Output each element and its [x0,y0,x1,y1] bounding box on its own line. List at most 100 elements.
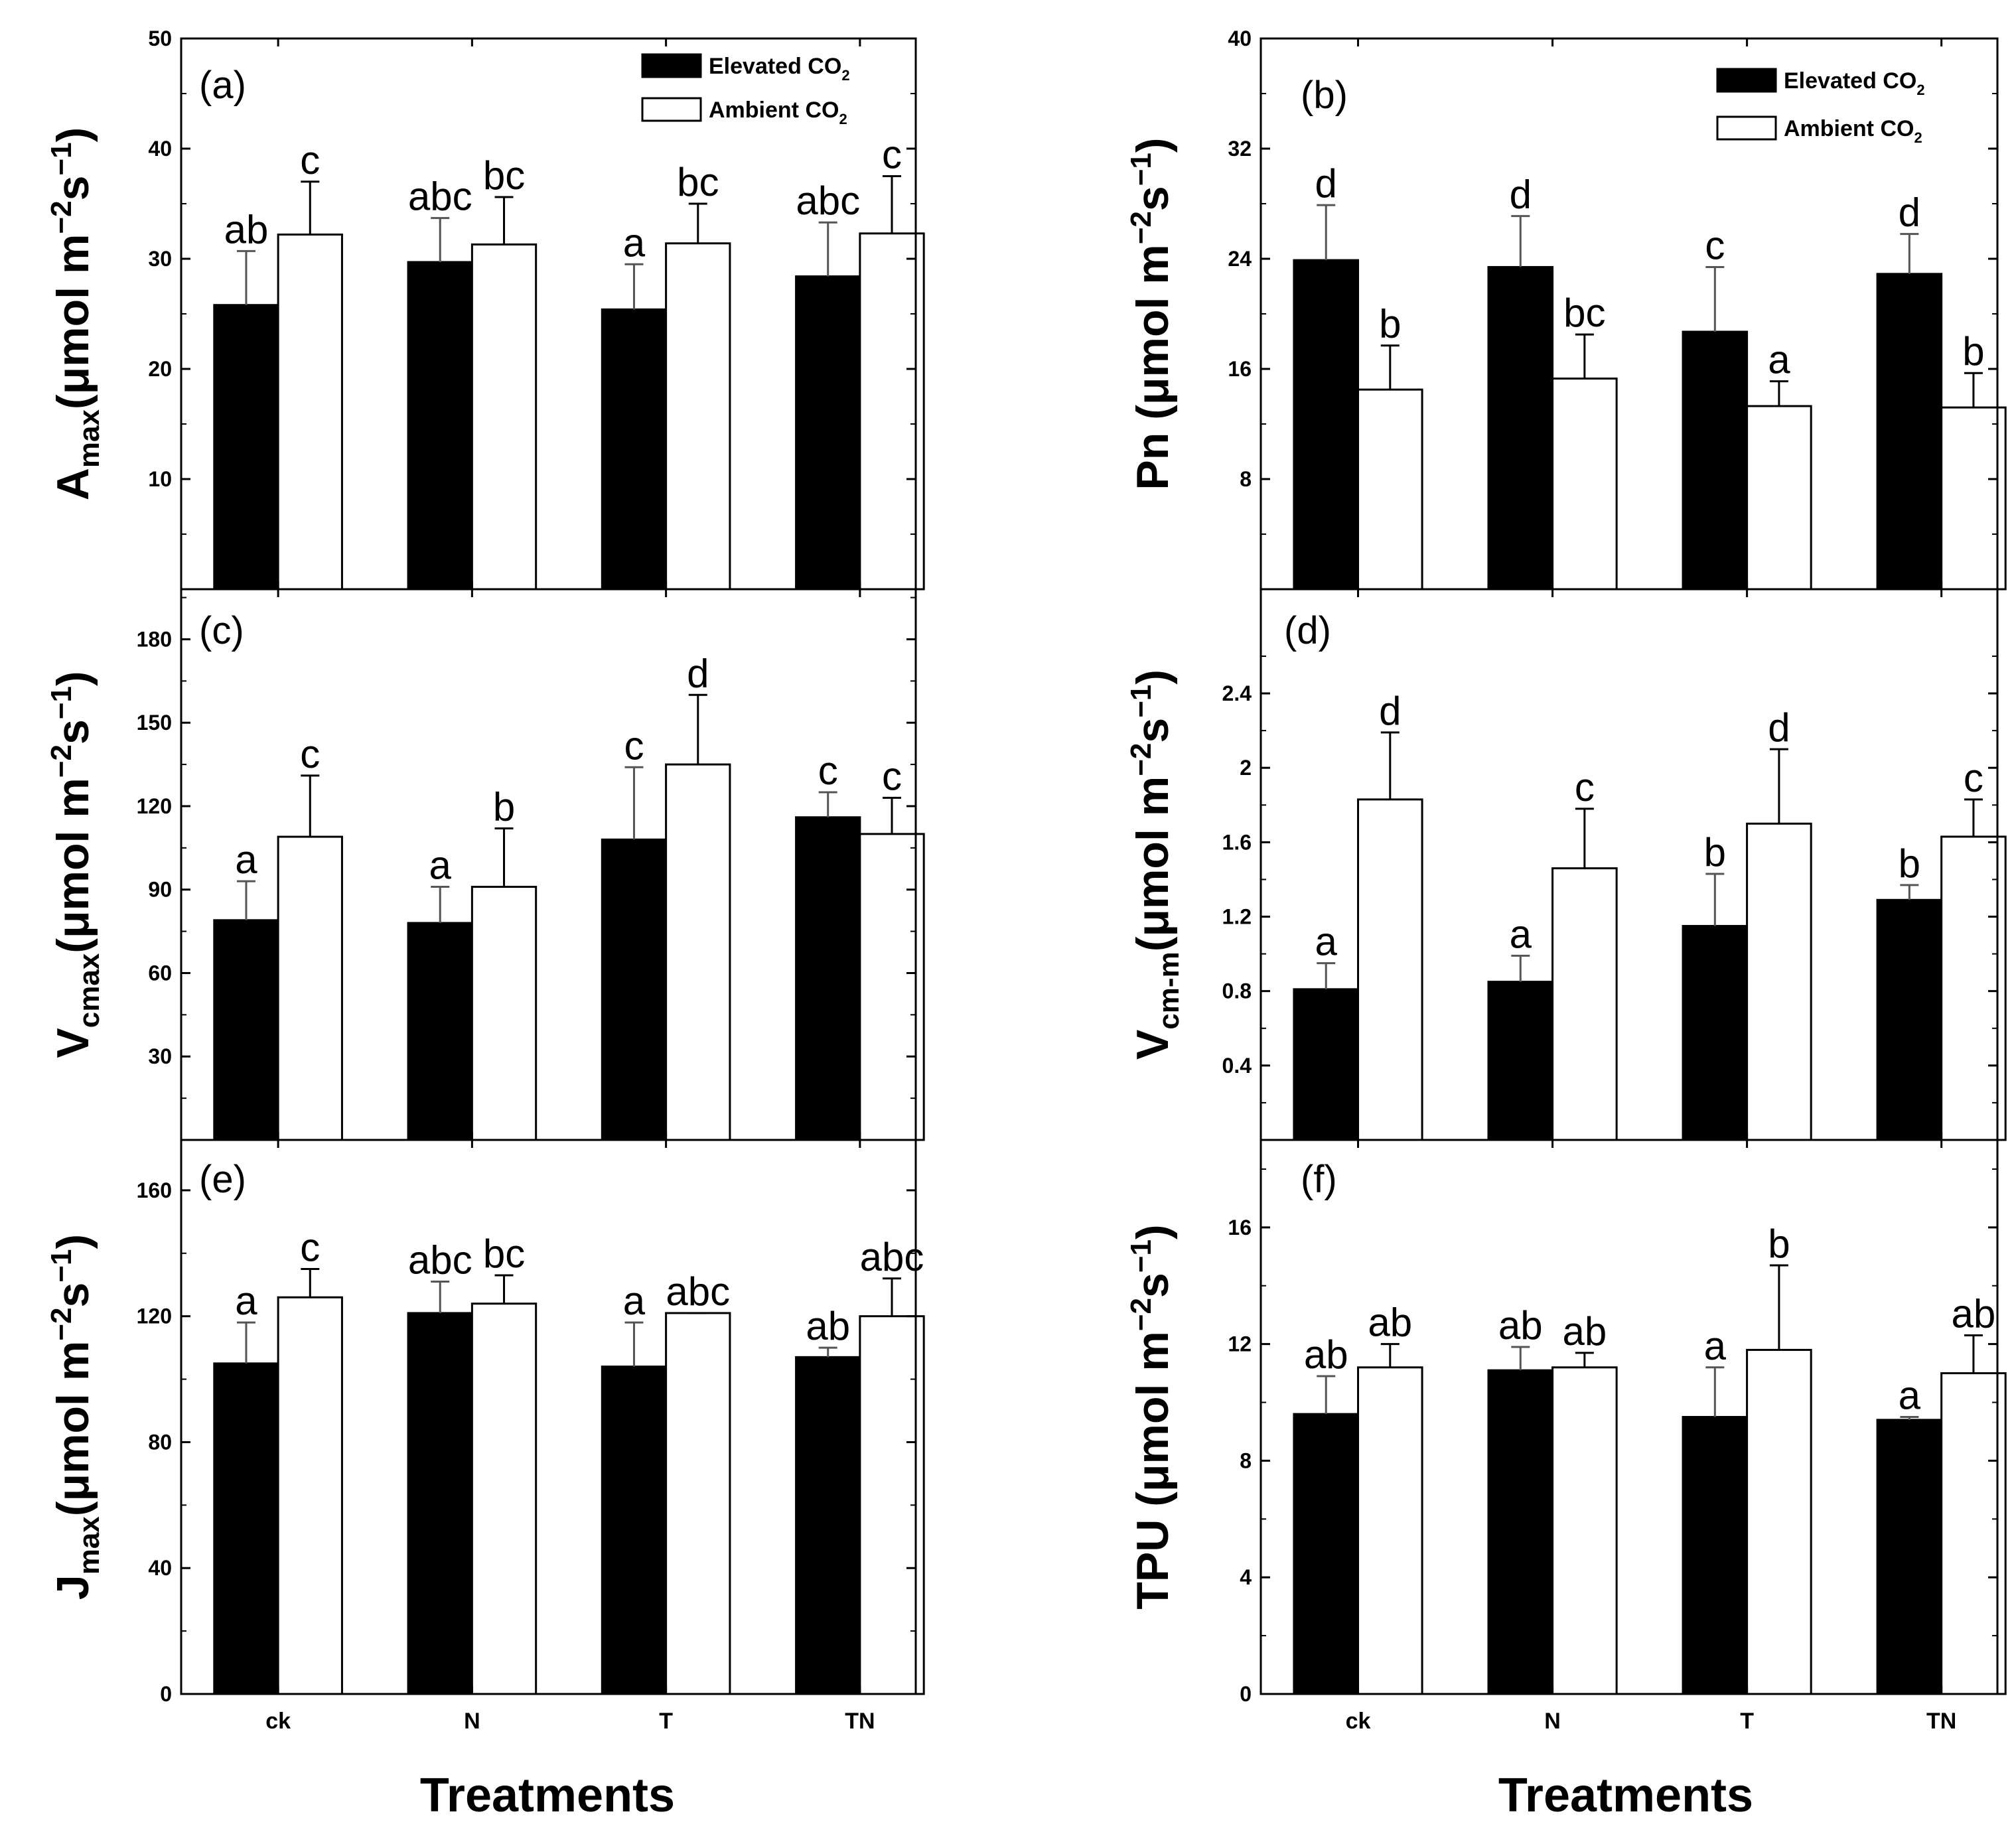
significance-letter-c-ambient-ck: c [300,732,320,776]
y-tick-label-f: 12 [1228,1332,1252,1356]
significance-letter-d-ambient-N: c [1575,765,1595,809]
significance-letter-b-ambient-T: a [1768,338,1790,382]
bar-d-ambient-ck [1357,798,1423,1141]
y-tick-label-e: 120 [137,1304,172,1328]
y-axis-label-part-exp1-e: −2 [45,1308,78,1341]
bar-a-elevated-N [407,261,473,591]
legend-label-elevated-a: Elevated CO2 [709,54,850,84]
x-category-label-left-N: N [464,1709,480,1734]
bar-e-elevated-TN [795,1356,861,1695]
y-axis-label-part-exp2-b: −1 [1125,153,1157,186]
significance-letter-b-elevated-ck: d [1315,161,1337,206]
significance-letter-e-elevated-ck: a [235,1279,257,1323]
significance-letter-c-ambient-T: d [687,651,709,695]
significance-letter-d-ambient-T: d [1768,705,1790,750]
y-axis-label-part-exp1-b: −2 [1125,211,1157,244]
bar-b-elevated-TN [1876,273,1943,591]
significance-letter-f-elevated-TN: a [1899,1373,1921,1418]
bar-c-elevated-ck [213,919,279,1141]
bar-d-elevated-ck [1293,988,1360,1141]
bar-d-elevated-T [1682,925,1749,1141]
panel-label-f: (f) [1301,1158,1337,1201]
y-axis-label-part-close-c: ) [48,671,98,686]
bar-b-elevated-T [1682,330,1749,591]
y-axis-label-part-mid-a: s [48,176,98,201]
legend-subscript-elevated-a: 2 [841,67,849,84]
y-tick-label-d: 2.4 [1222,681,1252,705]
significance-letter-c-elevated-ck: a [235,837,257,882]
y-axis-label-part-mid-e: s [48,1283,98,1308]
y-axis-label-part-close-e: ) [48,1234,98,1249]
y-axis-label-b: Pn (μmol m−2s−1) [1125,137,1178,490]
legend-label-elevated-b: Elevated CO2 [1784,68,1925,98]
y-tick-label-e: 0 [160,1682,172,1706]
bar-d-elevated-TN [1876,898,1943,1141]
significance-letter-d-elevated-T: b [1704,830,1726,875]
legend-label-ambient-b: Ambient CO2 [1784,116,1922,146]
significance-letter-c-ambient-N: b [493,785,515,829]
bar-e-ambient-ck [277,1296,343,1695]
x-axis-annotations: Treatments Treatments ck N T TN ck N T TN [265,1709,1956,1822]
significance-letter-a-elevated-N: abc [408,175,472,219]
significance-letter-f-ambient-TN: ab [1952,1291,1996,1336]
y-axis-label-f: TPU (μmol m−2s−1) [1125,1224,1178,1609]
significance-letter-a-ambient-ck: c [300,138,320,182]
significance-letter-f-elevated-ck: ab [1304,1332,1348,1377]
significance-letter-f-ambient-T: b [1768,1222,1790,1266]
bar-f-elevated-TN [1876,1419,1943,1695]
y-axis-label-part-sub-c: cmax [73,953,106,1028]
y-tick-label-a: 10 [148,467,172,491]
bar-d-ambient-TN [1940,835,2007,1141]
y-axis-label-part-main-e: J [48,1575,98,1600]
y-tick-label-e: 80 [148,1430,172,1454]
x-category-label-right-TN: TN [1926,1709,1956,1734]
y-tick-label-f: 16 [1228,1216,1252,1239]
x-category-label-left-T: T [659,1709,673,1734]
bar-f-ambient-N [1551,1366,1618,1695]
y-tick-label-a: 30 [148,247,172,271]
panel-label-a: (a) [199,64,246,107]
significance-letter-a-elevated-T: a [623,220,646,265]
panel-b: d d c d b bc a b 8 16 24 32 40 (b) Pn (μmol m−2s−1) [1125,27,2007,591]
bar-c-ambient-N [470,886,538,1141]
y-axis-label-part-main-a: A [48,468,98,500]
significance-letter-f-ambient-N: ab [1562,1309,1607,1354]
significance-letter-c-ambient-TN: c [882,754,902,798]
bar-a-elevated-T [601,308,668,591]
significance-letter-d-elevated-TN: b [1899,841,1920,886]
significance-letter-e-elevated-T: a [623,1279,646,1323]
y-axis-label-part-exp2-a: −1 [45,142,78,175]
bar-f-ambient-ck [1357,1366,1423,1695]
bar-a-elevated-ck [213,304,279,591]
significance-letter-c-elevated-T: c [624,723,644,768]
y-tick-label-e: 40 [148,1556,172,1580]
bar-f-ambient-TN [1940,1372,2007,1695]
y-tick-label-d: 1.6 [1222,830,1252,854]
y-tick-label-b: 8 [1240,467,1252,491]
y-tick-label-c: 60 [148,961,172,985]
y-axis-label-part-mid-b: s [1127,186,1178,211]
y-tick-label-d: 0.8 [1222,979,1252,1003]
y-tick-label-b: 40 [1228,27,1252,50]
bar-b-ambient-N [1551,378,1618,591]
y-axis-label-part-unit-c: (μmol m [48,778,98,953]
y-axis-label-part-unit-b: (μmol m [1127,244,1178,432]
y-axis-label-e: Jmax(μmol m−2s−1) [45,1234,106,1600]
y-tick-label-f: 4 [1240,1565,1252,1589]
bar-e-ambient-T [665,1312,731,1695]
panel-label-e: (e) [199,1158,246,1201]
y-tick-label-b: 16 [1228,357,1252,381]
y-axis-label-part-close-a: ) [48,127,98,143]
y-axis-label-part-exp1-d: −2 [1125,743,1157,776]
y-axis-label-part-exp1-f: −2 [1125,1298,1157,1331]
bar-c-ambient-ck [277,835,343,1141]
y-axis-label-d: Vcm-m(μmol m−2s−1) [1125,669,1185,1060]
y-axis-label-part-main-f: TPU [1127,1519,1178,1610]
significance-letter-b-ambient-N: bc [1563,291,1605,335]
